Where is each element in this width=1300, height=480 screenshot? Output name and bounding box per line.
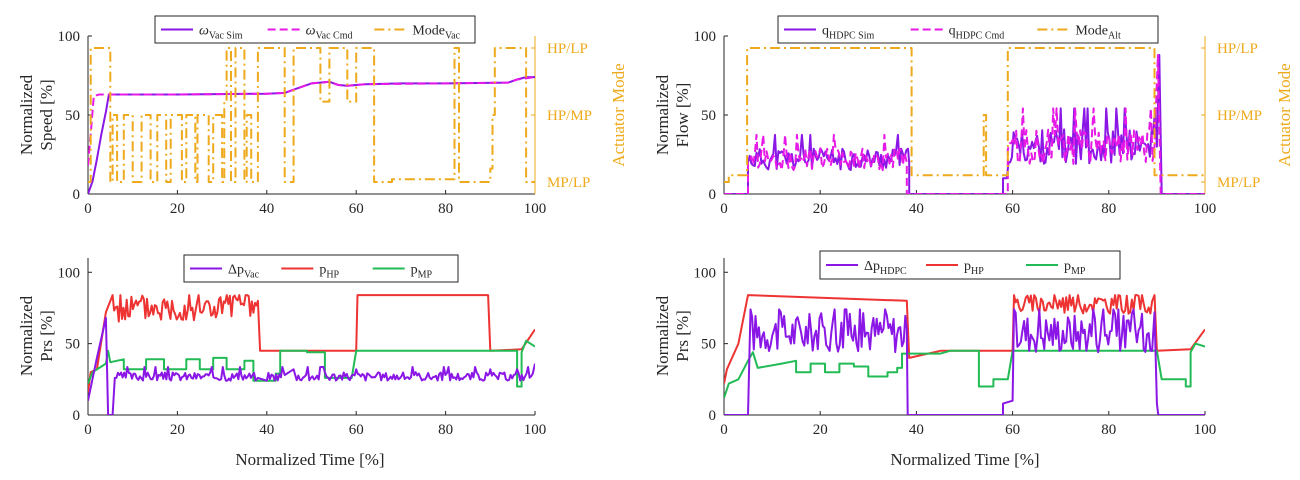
- series-group: [724, 47, 1205, 194]
- series-line-pMP: [724, 342, 1205, 399]
- ylabel-line1: Normalized: [17, 74, 36, 155]
- legend-label: qHDPC Sim: [822, 24, 875, 42]
- ylabel-line2: Speed [%]: [37, 79, 56, 150]
- plot-area: 0 20 40 60 80 100 0 50 100 ΔpVac pHP pMP: [58, 254, 547, 438]
- series-line-qHDPC Cmd: [724, 54, 1205, 194]
- y-tick-label: 100: [694, 265, 717, 281]
- legend-label: ModeAlt: [1075, 24, 1121, 42]
- x-tick-label: 20: [813, 201, 828, 217]
- legend-label: ωVac Cmd: [306, 24, 353, 42]
- x-tick-label: 80: [438, 201, 453, 217]
- legend-label: pMP: [1064, 259, 1086, 277]
- x-tick-label: 60: [1005, 201, 1020, 217]
- y-tick-label: 100: [58, 265, 81, 281]
- legend-label: ΔpHDPC: [864, 259, 907, 277]
- legend-box: [183, 254, 459, 283]
- legend-box: [154, 15, 476, 44]
- legend-box: [777, 15, 1159, 44]
- x-tick-label: 0: [84, 201, 92, 217]
- y2-tick-label: MP/LP: [547, 175, 590, 191]
- x-tick-label: 100: [524, 201, 547, 217]
- legend-label: ωVac Sim: [199, 24, 243, 42]
- x-tick-label: 40: [909, 201, 924, 217]
- panel-vac-speed: Normalized Speed [%] Actuator Mode 0 20 40…: [17, 15, 628, 217]
- x-tick-label: 100: [524, 422, 547, 438]
- legend-label: ModeVac: [412, 24, 460, 42]
- series-line-ωVac Cmd: [88, 76, 535, 166]
- plot-area: 0 20 40 60 80 100 0 50 100 ΔpHDPC pHP pMP: [694, 250, 1217, 438]
- y-tick-label: 100: [694, 29, 717, 45]
- y2-tick-label: HP/LP: [1217, 41, 1258, 57]
- y2-tick-label: HP/MP: [547, 108, 592, 124]
- legend: ΔpHDPC pHP pMP: [819, 250, 1121, 280]
- y-tick-label: 50: [65, 108, 80, 124]
- xlabel: Normalized Time [%]: [235, 450, 384, 469]
- legend-label: qHDPC Cmd: [949, 24, 1005, 42]
- legend: qHDPC Sim qHDPC Cmd ModeAlt: [777, 15, 1159, 44]
- series-line-ModeAlt: [724, 47, 1205, 183]
- legend-label: pMP: [411, 263, 433, 281]
- legend-label: pHP: [964, 259, 984, 277]
- x-tick-label: 20: [170, 422, 185, 438]
- ylabel-line1: Normalized: [653, 295, 672, 376]
- series-line-pHP: [88, 294, 535, 393]
- x-tick-label: 60: [349, 201, 364, 217]
- series-line-pMP: [88, 339, 535, 388]
- ylabel-line1: Normalized: [17, 295, 36, 376]
- ylabel-line2: Prs [%]: [37, 310, 56, 361]
- x-tick-label: 20: [813, 422, 828, 438]
- y-tick-label: 0: [709, 408, 717, 424]
- y2-tick-label: HP/LP: [547, 41, 588, 57]
- x-tick-label: 0: [84, 422, 92, 438]
- ylabel-line2: Prs [%]: [673, 310, 692, 361]
- panel-hdpc-flow: Normalized Flow [%] Actuator Mode 0 20 40 6…: [653, 15, 1294, 217]
- x-tick-label: 100: [1194, 201, 1217, 217]
- x-tick-label: 20: [170, 201, 185, 217]
- y-tick-label: 0: [709, 187, 717, 203]
- x-tick-label: 0: [720, 422, 728, 438]
- y2-tick-label: HP/MP: [1217, 108, 1262, 124]
- xlabel: Normalized Time [%]: [890, 450, 1039, 469]
- y-tick-label: 0: [73, 408, 81, 424]
- x-tick-label: 80: [438, 422, 453, 438]
- series-line-ωVac Sim: [88, 76, 535, 194]
- x-tick-label: 60: [349, 422, 364, 438]
- y-tick-label: 0: [73, 187, 81, 203]
- y-tick-label: 50: [701, 337, 716, 353]
- series-line-ModeVac: [88, 47, 535, 183]
- x-tick-label: 80: [1101, 201, 1116, 217]
- series-group: [88, 294, 535, 415]
- x-tick-label: 100: [1194, 422, 1217, 438]
- x-tick-label: 40: [909, 422, 924, 438]
- y-tick-label: 50: [701, 108, 716, 124]
- series-line-pHP: [724, 294, 1205, 384]
- y2-tick-label: MP/LP: [1217, 175, 1260, 191]
- legend-label: ΔpVac: [228, 263, 260, 281]
- x-tick-label: 0: [720, 201, 728, 217]
- x-tick-label: 40: [259, 422, 274, 438]
- y2label: Actuator Mode: [609, 63, 628, 166]
- series-group: [724, 294, 1205, 415]
- series-group: [88, 47, 535, 194]
- panel-hdpc-pressure: Normalized Prs [%] Normalized Time [%] 0…: [653, 250, 1217, 469]
- y2label: Actuator Mode: [1275, 63, 1294, 166]
- y-tick-label: 50: [65, 337, 80, 353]
- series-line-qHDPC Sim: [724, 54, 1205, 194]
- series-line-ΔpVac: [88, 316, 535, 415]
- x-tick-label: 80: [1101, 422, 1116, 438]
- x-tick-label: 60: [1005, 422, 1020, 438]
- plot-area: 0 20 40 60 80 100 0 50 100 HP/LP HP/MP MP/LP qHDPC S…: [694, 15, 1262, 217]
- ylabel-line2: Flow [%]: [673, 83, 692, 148]
- y-tick-label: 100: [58, 29, 81, 45]
- legend-box: [819, 250, 1121, 280]
- plot-area: 0 20 40 60 80 100 0 50 100 HP/LP HP/MP MP/LP ωVac Si…: [58, 15, 592, 217]
- x-tick-label: 40: [259, 201, 274, 217]
- panel-vac-pressure: Normalized Prs [%] Normalized Time [%] 0…: [17, 254, 547, 469]
- series-line-ΔpHDPC: [724, 308, 1205, 415]
- legend: ΔpVac pHP pMP: [183, 254, 459, 283]
- legend-label: pHP: [319, 263, 339, 281]
- ylabel-line1: Normalized: [653, 74, 672, 155]
- legend: ωVac Sim ωVac Cmd ModeVac: [154, 15, 476, 44]
